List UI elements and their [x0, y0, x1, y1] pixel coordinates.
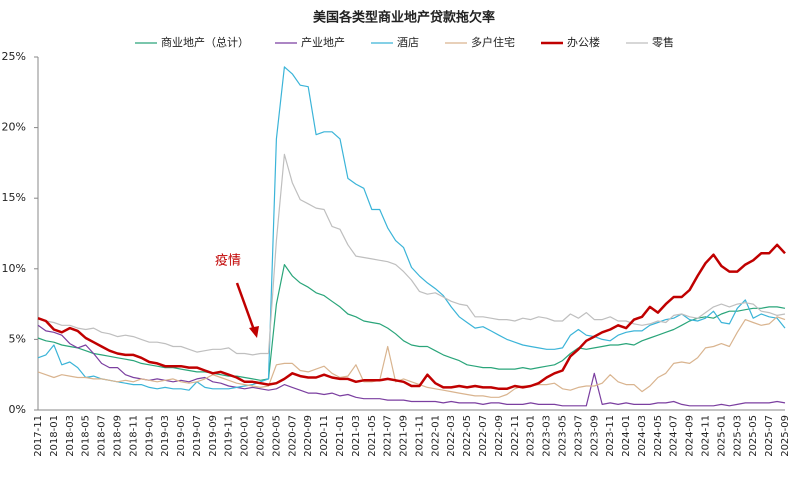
x-tick-label: 2022-07	[478, 415, 489, 457]
x-tick-label: 2021-09	[399, 415, 410, 457]
legend-label: 酒店	[397, 35, 419, 49]
x-tick-label: 2025-09	[780, 415, 791, 457]
annotation-arrowhead	[249, 326, 259, 338]
y-tick-label: 5%	[9, 332, 26, 345]
x-tick-label: 2018-03	[65, 415, 76, 457]
series-line	[37, 316, 786, 398]
x-tick-label: 2022-01	[430, 415, 441, 457]
x-tick-label: 2018-05	[81, 415, 92, 457]
x-tick-label: 2020-07	[287, 415, 298, 457]
legend-label: 办公楼	[567, 35, 600, 49]
x-tick-label: 2023-03	[542, 415, 553, 457]
series-line	[37, 153, 786, 356]
x-tick-label: 2023-09	[589, 415, 600, 457]
x-tick-label: 2017-11	[33, 415, 44, 457]
series-line	[37, 264, 786, 381]
x-tick-label: 2020-09	[303, 415, 314, 457]
y-tick-label: 15%	[2, 191, 26, 204]
x-tick-label: 2024-05	[653, 415, 664, 457]
x-tick-label: 2025-07	[764, 415, 775, 457]
chart-title: 美国各类型商业地产贷款拖欠率	[313, 10, 495, 26]
legend-label: 多户住宅	[471, 35, 515, 49]
x-tick-label: 2025-03	[732, 415, 743, 457]
x-tick-label: 2020-05	[271, 415, 282, 457]
x-tick-label: 2022-05	[462, 415, 473, 457]
x-tick-label: 2020-01	[240, 415, 251, 457]
x-tick-label: 2025-05	[748, 415, 759, 457]
x-tick-label: 2024-01	[621, 415, 632, 457]
annotation-arrow	[235, 282, 256, 331]
x-tick-label: 2021-03	[351, 415, 362, 457]
x-tick-label: 2024-11	[701, 415, 712, 457]
x-tick-label: 2024-09	[685, 415, 696, 457]
x-tick-label: 2021-11	[414, 415, 425, 457]
x-tick-label: 2019-07	[192, 415, 203, 457]
x-tick-label: 2019-11	[224, 415, 235, 457]
x-tick-label: 2018-11	[128, 415, 139, 457]
x-tick-label: 2019-09	[208, 415, 219, 457]
series-line	[37, 243, 786, 391]
x-tick-label: 2019-05	[176, 415, 187, 457]
x-tick-label: 2018-07	[97, 415, 108, 457]
annotation: 疫情	[215, 253, 241, 269]
x-tick-label: 2024-03	[637, 415, 648, 457]
x-tick-label: 2022-03	[446, 415, 457, 457]
x-tick-label: 2021-05	[367, 415, 378, 457]
x-tick-label: 2023-07	[573, 415, 584, 457]
y-tick-label: 20%	[2, 121, 26, 134]
legend-label: 零售	[652, 35, 674, 49]
x-tick-label: 2021-01	[335, 415, 346, 457]
x-tick-label: 2025-01	[716, 415, 727, 457]
x-tick-label: 2020-03	[256, 415, 267, 457]
legend-label: 商业地产（总计）	[161, 35, 249, 49]
x-tick-label: 2023-01	[526, 415, 537, 457]
x-tick-label: 2024-07	[669, 415, 680, 457]
y-tick-label: 10%	[2, 262, 26, 275]
y-tick-label: 0%	[9, 403, 26, 416]
x-tick-label: 2019-03	[160, 415, 171, 457]
legend: 商业地产（总计） 产业地产 酒店 多户住宅 办公楼 零售	[135, 35, 674, 49]
x-tick-label: 2022-09	[494, 415, 505, 457]
series-line	[37, 324, 786, 407]
x-tick-label: 2020-11	[319, 415, 330, 457]
x-tick-label: 2023-05	[557, 415, 568, 457]
x-tick-label: 2019-01	[144, 415, 155, 457]
y-tick-label: 25%	[2, 50, 26, 63]
x-tick-label: 2018-09	[112, 415, 123, 457]
x-tick-label: 2018-01	[49, 415, 60, 457]
x-tick-label: 2022-11	[510, 415, 521, 457]
legend-label: 产业地产	[301, 35, 345, 49]
x-tick-label: 2021-07	[383, 415, 394, 457]
x-tick-label: 2023-11	[605, 415, 616, 457]
